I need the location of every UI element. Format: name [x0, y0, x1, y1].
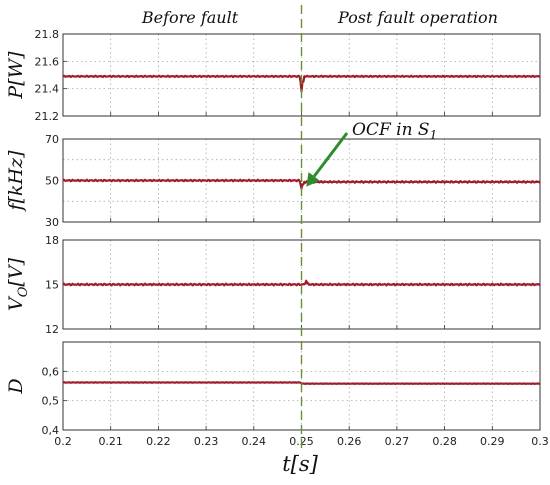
y-tick-label: 70: [45, 133, 59, 146]
x-tick-label: 0.29: [480, 435, 505, 448]
y-axis-label: VO[V]: [5, 257, 31, 311]
y-tick-label: 21.8: [35, 28, 60, 41]
y-axis-label: P[W]: [5, 51, 27, 100]
x-tick-label: 0.27: [385, 435, 410, 448]
y-tick-label: 18: [45, 234, 59, 247]
subplot-2: 30 50 70 f[kHz]: [5, 133, 541, 229]
x-tick-label: 0.26: [337, 435, 362, 448]
phase-label-after: Post fault operation: [337, 8, 498, 27]
y-tick-label: 50: [45, 175, 59, 188]
y-tick-label: 0,5: [42, 395, 60, 408]
y-tick-label: 21.2: [35, 110, 60, 123]
y-axis-label-sub: O: [16, 286, 31, 297]
x-tick-label: 0.24: [242, 435, 267, 448]
y-tick-label: 12: [45, 323, 59, 336]
subplot-3: 12 15 18 VO[V]: [5, 234, 541, 336]
y-tick-label: 0,4: [42, 424, 60, 437]
y-axis-label: D: [5, 378, 27, 394]
ocf-annotation: OCF in S1: [306, 120, 437, 187]
series-line: [62, 279, 541, 287]
y-tick-label: 15: [45, 279, 59, 292]
subplot-1: 21.2 21.4 21.6 21.8 P[W]: [5, 28, 541, 123]
y-axis-label: f[kHz]: [5, 150, 27, 213]
x-tick-label: 0.3: [531, 435, 549, 448]
x-tick-label: 0.28: [432, 435, 457, 448]
y-tick-label: 21.6: [35, 55, 60, 68]
phase-label-before: Before fault: [141, 8, 239, 27]
y-tick-label: 30: [45, 216, 59, 229]
subplot-4: 0,4 0,5 0,6 D: [5, 341, 541, 437]
annotation-text: OCF in S1: [352, 120, 437, 142]
subplots: 21.221.421.621.8P[W]305070f[kHz]121518VO…: [5, 28, 541, 437]
x-axis-label: t[s]: [282, 452, 318, 476]
x-tick-label: 0.21: [98, 435, 123, 448]
y-axis-label-base: V: [5, 295, 27, 311]
x-tick-label: 0.23: [194, 435, 219, 448]
y-axis-label-unit: [V]: [5, 257, 27, 286]
x-axis: 0.2 0.21 0.22 0.23 0.24 0.25 0.26 0.27 0.28 0.29 0…: [54, 435, 549, 448]
x-tick-label: 0.2: [54, 435, 72, 448]
y-tick-label: 21.4: [35, 83, 60, 96]
x-axis-label-text: t[s]: [282, 452, 318, 476]
annotation-arrow-head: [306, 172, 320, 187]
y-tick-label: 0,6: [42, 365, 60, 378]
x-tick-label: 0.22: [146, 435, 171, 448]
annotation-arrow-shaft: [312, 132, 349, 178]
